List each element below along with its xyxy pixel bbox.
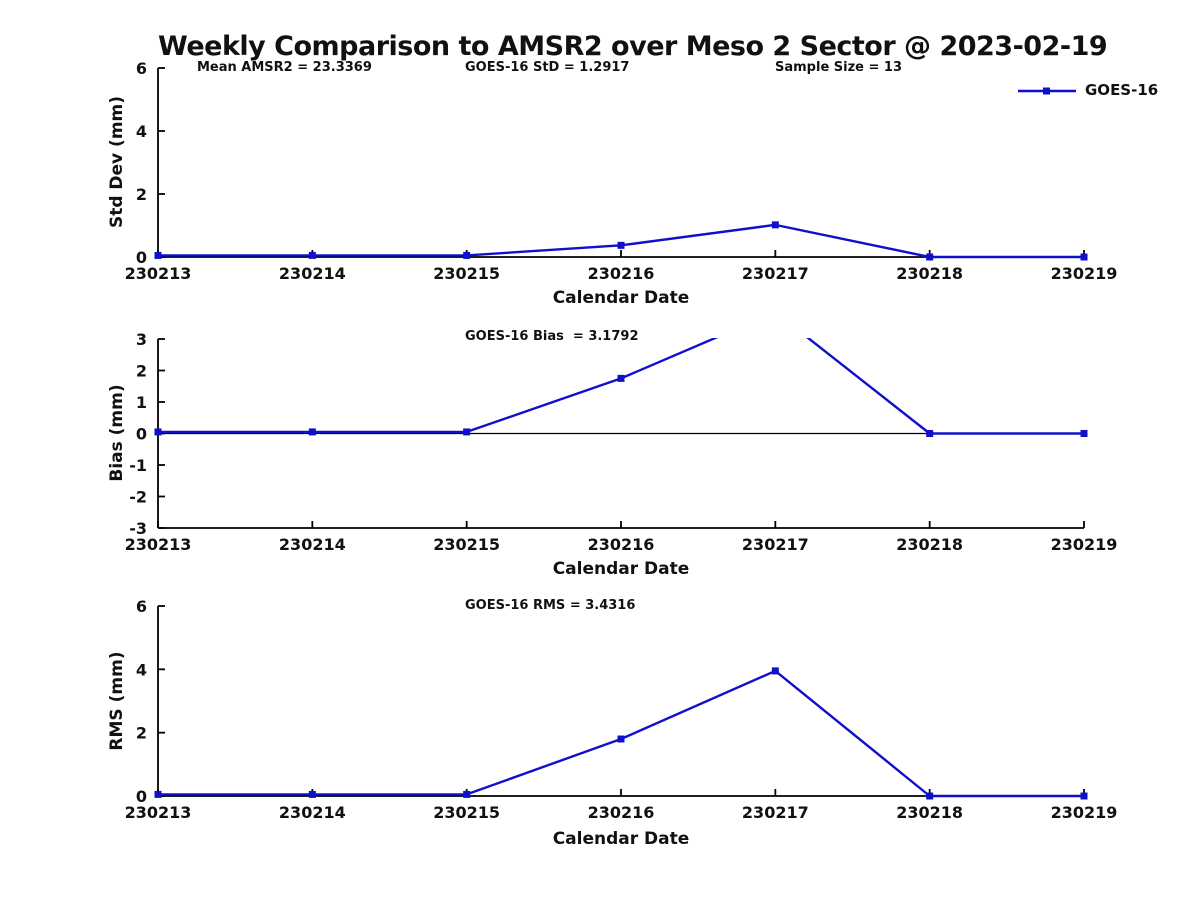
data-point-marker xyxy=(463,428,471,436)
data-point-marker xyxy=(308,428,316,436)
y-tick-label: 6 xyxy=(136,59,147,78)
y-tick-label: 0 xyxy=(136,425,147,444)
x-tick-label: 230217 xyxy=(742,803,809,822)
x-tick-label: 230216 xyxy=(588,264,655,283)
y-tick-label: -1 xyxy=(129,456,147,475)
series-line xyxy=(158,669,1084,798)
y-tick-label: 3 xyxy=(136,330,147,349)
annotation-mean-amsr2: Mean AMSR2 = 23.3369 xyxy=(197,60,372,75)
xlabel-calendar-date-1: Calendar Date xyxy=(552,288,690,308)
y-tick-label: -2 xyxy=(129,488,147,507)
x-tick-label: 230219 xyxy=(1051,264,1118,283)
data-point-marker xyxy=(617,241,625,249)
x-tick-label: 230213 xyxy=(125,803,192,822)
data-point-marker xyxy=(926,430,934,437)
y-tick-label: 4 xyxy=(136,122,147,141)
y-tick-label: 1 xyxy=(136,393,147,412)
data-point-marker xyxy=(617,374,625,382)
xlabel-calendar-date-2: Calendar Date xyxy=(552,559,690,579)
x-tick-label: 230213 xyxy=(125,535,192,554)
legend: GOES-16 xyxy=(1016,82,1158,99)
x-tick-label: 230219 xyxy=(1051,803,1118,822)
data-point-marker xyxy=(926,792,934,800)
y-tick-label: 6 xyxy=(136,597,147,616)
data-point-marker xyxy=(771,667,779,675)
data-point-marker xyxy=(154,251,162,259)
x-tick-label: 230214 xyxy=(279,535,346,554)
x-tick-label: 230218 xyxy=(896,535,963,554)
xlabel-calendar-date-3: Calendar Date xyxy=(552,829,690,849)
x-tick-label: 230214 xyxy=(279,264,346,283)
data-point-marker xyxy=(154,790,162,798)
legend-label: GOES-16 xyxy=(1085,81,1159,99)
subplot-rms: 0 2 4 6 230213 230214 230215 230216 230217 230218… xyxy=(125,597,1118,822)
legend-line-marker-icon xyxy=(1018,87,1076,94)
x-tick-label: 230215 xyxy=(433,535,500,554)
x-tick-label: 230215 xyxy=(433,803,500,822)
x-tick-label: 230218 xyxy=(896,803,963,822)
y-tick-label: 0 xyxy=(136,787,147,806)
x-tick-label: 230218 xyxy=(896,264,963,283)
x-tick-label: 230215 xyxy=(433,264,500,283)
data-point-marker xyxy=(463,251,471,259)
series-GOES-16 xyxy=(154,667,1088,800)
chart-title: Weekly Comparison to AMSR2 over Meso 2 S… xyxy=(158,31,1108,62)
data-point-marker xyxy=(771,221,779,229)
y-tick-label: 4 xyxy=(136,660,147,679)
subplot-bias: -3 -2 -1 0 1 2 3 230213 230214 230215 230216 230217… xyxy=(125,309,1118,554)
y-tick-label: -3 xyxy=(129,519,147,538)
data-point-marker xyxy=(308,251,316,259)
annotation-goes16-rms: GOES-16 RMS = 3.4316 xyxy=(465,598,636,613)
x-tick-label: 230217 xyxy=(742,264,809,283)
x-tick-label: 230216 xyxy=(588,803,655,822)
data-point-marker xyxy=(154,428,162,436)
annotation-goes16-std: GOES-16 StD = 1.2917 xyxy=(465,60,630,75)
series-GOES-16 xyxy=(154,221,1088,261)
annotation-sample-size: Sample Size = 13 xyxy=(775,60,903,75)
x-tick-label: 230216 xyxy=(588,535,655,554)
x-tick-label: 230214 xyxy=(279,803,346,822)
data-point-marker xyxy=(1080,253,1088,261)
x-tick-label: 230219 xyxy=(1051,535,1118,554)
y-tick-label: 0 xyxy=(136,248,147,267)
data-point-marker xyxy=(617,735,625,743)
series-line xyxy=(158,338,1084,435)
data-point-marker xyxy=(926,253,934,261)
y-tick-label: 2 xyxy=(136,724,147,743)
data-point-marker xyxy=(308,790,316,798)
x-tick-label: 230213 xyxy=(125,264,192,283)
x-tick-label: 230217 xyxy=(742,535,809,554)
data-point-marker xyxy=(1080,792,1088,800)
annotation-goes16-bias: GOES-16 Bias = 3.1792 xyxy=(465,329,639,344)
subplot-std-dev: 0 2 4 6 230213 230214 230215 230216 230217 230218… xyxy=(125,59,1118,283)
series-GOES-16 xyxy=(154,309,1088,437)
y-tick-label: 2 xyxy=(136,362,147,381)
data-point-marker xyxy=(463,790,471,798)
data-point-marker xyxy=(1080,430,1088,437)
y-tick-label: 2 xyxy=(136,185,147,204)
data-point-marker xyxy=(772,309,779,316)
